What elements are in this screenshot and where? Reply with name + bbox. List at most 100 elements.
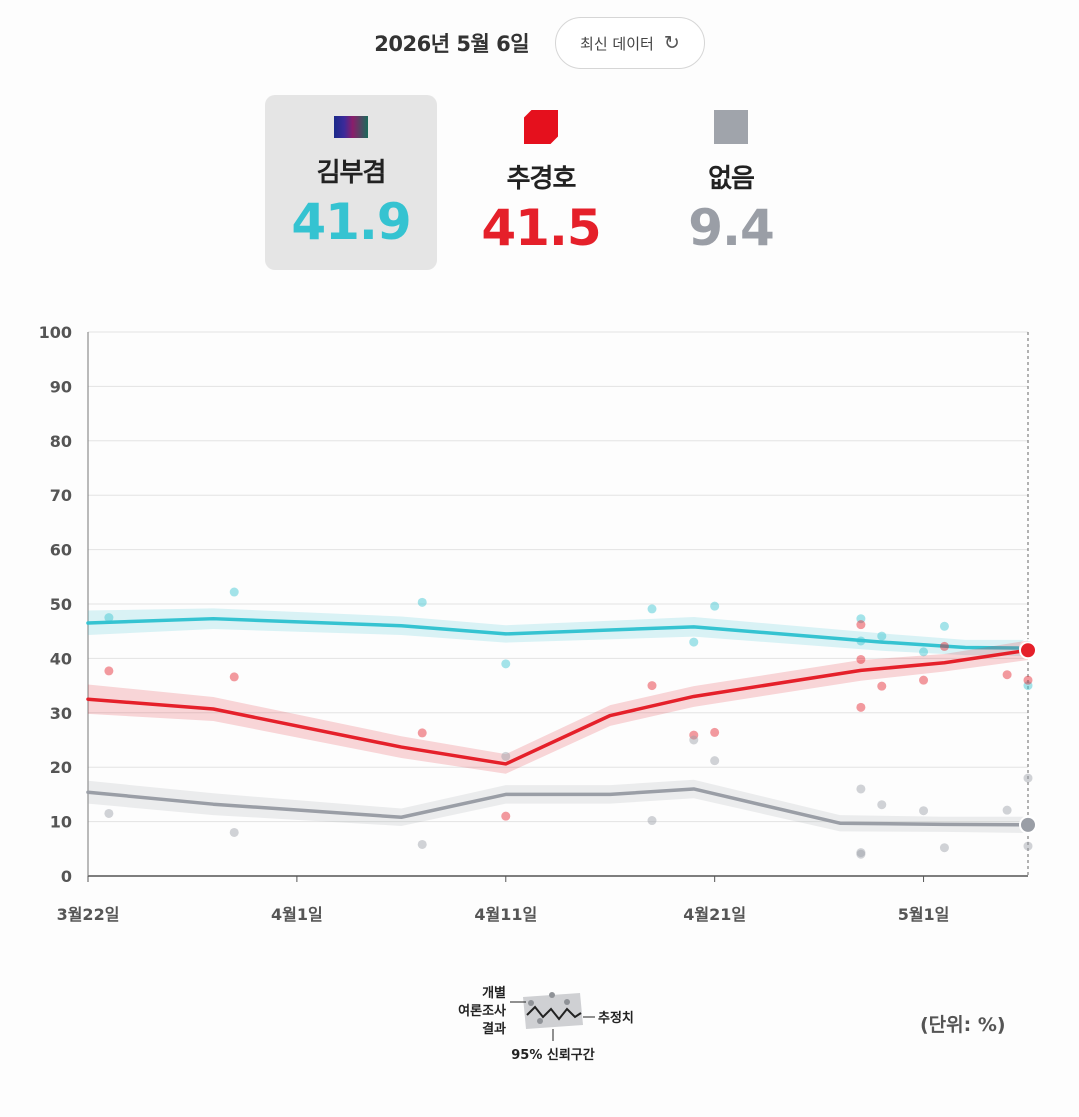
y-tick-label: 80 <box>50 432 72 451</box>
poll-point <box>856 849 866 859</box>
poll-point <box>104 808 114 818</box>
poll-point <box>229 587 239 597</box>
poll-point <box>919 806 929 816</box>
y-tick-label: 20 <box>50 758 72 777</box>
candidate-name: 김부겸 <box>316 158 387 188</box>
poll-point <box>856 614 866 624</box>
candidate-value: 9.4 <box>688 199 775 257</box>
poll-point <box>647 604 657 614</box>
legend-diagram: 개별 여론조사 결과 추정치 95% 신뢰구간 <box>458 985 634 1063</box>
x-tick-label: 3월22일 <box>57 905 120 924</box>
refresh-icon: ↻ <box>663 32 680 54</box>
poll-point <box>877 631 887 641</box>
poll-point <box>229 827 239 837</box>
poll-point <box>710 756 720 766</box>
top-bar: 2026년 5월 6일 최신 데이터 ↻ <box>0 16 1079 70</box>
x-tick-label: 4월21일 <box>683 905 746 924</box>
x-tick-label: 5월1일 <box>898 905 950 924</box>
ci-band <box>88 779 1028 834</box>
series-1 <box>86 620 1037 821</box>
refresh-button-label: 최신 데이터 <box>580 34 654 53</box>
poll-point <box>1023 841 1033 851</box>
candidate-name: 없음 <box>708 164 755 194</box>
y-tick-label: 30 <box>50 704 72 723</box>
candidate-cards: 김부겸 41.9 추경호 41.5 없음 9.4 <box>265 95 815 271</box>
poll-point <box>856 702 866 712</box>
poll-point <box>710 727 720 737</box>
candidate-card-kim[interactable]: 김부겸 41.9 <box>265 95 437 270</box>
party-swatch-icon <box>334 116 368 138</box>
poll-point <box>710 601 720 611</box>
y-tick-label: 0 <box>61 867 72 886</box>
poll-point <box>1023 675 1033 685</box>
x-tick-label: 4월1일 <box>271 905 323 924</box>
chart-legend: 개별 여론조사 결과 추정치 95% 신뢰구간 <box>430 975 660 1075</box>
poll-point <box>939 843 949 853</box>
latest-point-marker <box>1019 815 1037 834</box>
y-tick-label: 70 <box>50 486 72 505</box>
y-tick-label: 40 <box>50 649 72 668</box>
x-tick-label: 4월11일 <box>474 905 537 924</box>
legend-individual-label: 결과 <box>482 1021 506 1037</box>
legend-poll-dot <box>528 1000 534 1006</box>
poll-point <box>1023 681 1033 691</box>
estimate-line <box>86 787 1030 827</box>
y-tick-label: 100 <box>39 323 72 342</box>
series-0 <box>86 587 1037 691</box>
poll-point <box>647 816 657 826</box>
candidate-card-none[interactable]: 없음 9.4 <box>645 95 817 270</box>
poll-point <box>877 681 887 691</box>
poll-point <box>501 751 511 761</box>
poll-point <box>104 666 114 676</box>
poll-chart: 0 10 20 30 40 50 60 70 80 90 100 3월22일 4월1일 4월11일 4월21… <box>0 310 1079 930</box>
legend-poll-dot <box>549 992 555 998</box>
poll-point <box>689 730 699 740</box>
estimate-line <box>86 648 1030 766</box>
unit-label: (단위: %) <box>920 1014 1006 1036</box>
legend-individual-label: 개별 <box>482 985 506 1001</box>
candidate-card-choo[interactable]: 추경호 41.5 <box>455 95 627 270</box>
legend-individual-label: 여론조사 <box>458 1003 506 1019</box>
estimate-line <box>86 616 1030 650</box>
poll-point <box>417 839 427 849</box>
poll-point <box>689 735 699 745</box>
y-tick-label: 50 <box>50 595 72 614</box>
candidate-value: 41.5 <box>481 199 601 257</box>
poll-point <box>501 659 511 669</box>
party-swatch-icon <box>714 110 748 144</box>
poll-point <box>919 647 929 657</box>
poll-point <box>919 675 929 685</box>
legend-poll-dot <box>564 999 570 1005</box>
poll-point <box>856 620 866 630</box>
legend-poll-dot <box>537 1018 543 1024</box>
poll-point <box>877 800 887 810</box>
poll-point <box>689 637 699 647</box>
poll-point <box>939 621 949 631</box>
y-tick-label: 10 <box>50 813 72 832</box>
poll-point <box>856 848 866 858</box>
y-tick-label: 90 <box>50 377 72 396</box>
poll-point <box>1002 670 1012 680</box>
party-swatch-icon <box>524 110 558 144</box>
poll-point <box>417 728 427 738</box>
poll-point <box>1002 805 1012 815</box>
poll-point <box>856 784 866 794</box>
poll-point <box>647 681 657 691</box>
candidate-name: 추경호 <box>506 164 577 194</box>
ci-band <box>88 640 1028 774</box>
poll-point <box>939 641 949 651</box>
poll-point <box>229 672 239 682</box>
poll-chart-svg: 0 10 20 30 40 50 60 70 80 90 100 3월22일 4월1일 4월11일 4월21… <box>39 323 1037 924</box>
refresh-button[interactable]: 최신 데이터 ↻ <box>555 17 705 69</box>
poll-point <box>1023 773 1033 783</box>
legend-estimate-label: 추정치 <box>598 1010 634 1026</box>
poll-point <box>417 597 427 607</box>
series-2 <box>86 735 1037 859</box>
legend-estimate-line <box>526 1005 582 1021</box>
poll-point <box>104 613 114 623</box>
poll-point <box>501 811 511 821</box>
y-tick-label: 60 <box>50 541 72 560</box>
legend-ci-label: 95% 신뢰구간 <box>511 1047 595 1063</box>
poll-point <box>856 654 866 664</box>
candidate-value: 41.9 <box>291 193 411 251</box>
